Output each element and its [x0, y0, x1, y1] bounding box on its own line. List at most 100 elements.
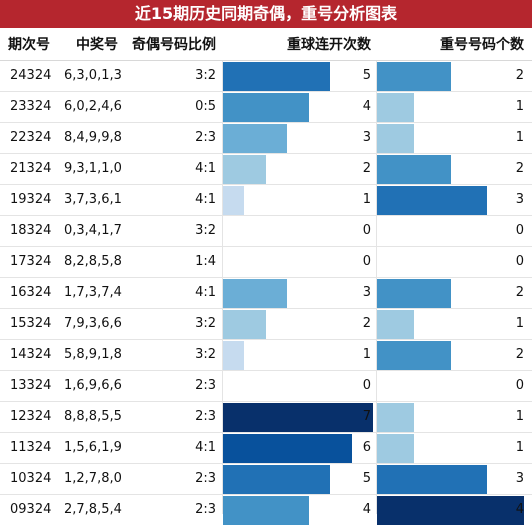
consecutive-value: 4	[362, 99, 371, 114]
period-cell: 16324	[10, 285, 52, 300]
repeat-bar	[377, 434, 414, 463]
column-divider	[222, 61, 223, 514]
repeat-value: 3	[515, 471, 524, 486]
consecutive-bar	[223, 93, 309, 122]
consecutive-bar	[223, 310, 266, 339]
odd-even-ratio-cell: 1:4	[195, 254, 216, 269]
winning-numbers-cell: 9,3,1,1,0	[64, 161, 122, 176]
period-cell: 23324	[10, 99, 52, 114]
repeat-value: 4	[515, 502, 524, 517]
repeat-bar	[377, 186, 487, 215]
table-row: 14324 5,8,9,1,8 3:2 1 2	[0, 340, 532, 371]
header-repeat: 重号号码个数	[440, 37, 524, 53]
repeat-bar	[377, 403, 414, 432]
repeat-bar	[377, 310, 414, 339]
winning-numbers-cell: 3,7,3,6,1	[64, 192, 122, 207]
period-cell: 09324	[10, 502, 52, 517]
consecutive-value: 1	[362, 347, 371, 362]
consecutive-value: 3	[362, 285, 371, 300]
winning-numbers-cell: 0,3,4,1,7	[64, 223, 122, 238]
table-row: 22324 8,4,9,9,8 2:3 3 1	[0, 123, 532, 154]
consecutive-value: 5	[362, 68, 371, 83]
consecutive-bar	[223, 279, 287, 308]
repeat-value: 1	[515, 130, 524, 145]
period-cell: 15324	[10, 316, 52, 331]
period-cell: 17324	[10, 254, 52, 269]
odd-even-ratio-cell: 4:1	[195, 161, 216, 176]
table-row: 16324 1,7,3,7,4 4:1 3 2	[0, 278, 532, 309]
winning-numbers-cell: 2,7,8,5,4	[64, 502, 122, 517]
repeat-value: 1	[515, 316, 524, 331]
repeat-bar	[377, 341, 451, 370]
period-cell: 12324	[10, 409, 52, 424]
table-row: 21324 9,3,1,1,0 4:1 2 2	[0, 154, 532, 185]
repeat-bar	[377, 124, 414, 153]
winning-numbers-cell: 1,7,3,7,4	[64, 285, 122, 300]
consecutive-value: 1	[362, 192, 371, 207]
header-numbers: 中奖号	[76, 37, 118, 53]
header-ratio: 奇偶号码比例	[132, 37, 216, 53]
consecutive-bar	[223, 186, 244, 215]
header-period: 期次号	[8, 37, 50, 53]
period-cell: 11324	[10, 440, 52, 455]
table-row: 15324 7,9,3,6,6 3:2 2 1	[0, 309, 532, 340]
consecutive-bar	[223, 496, 309, 525]
table-header: 期次号 中奖号 奇偶号码比例 重球连开次数 重号号码个数	[0, 28, 532, 61]
table-row: 24324 6,3,0,1,3 3:2 5 2	[0, 61, 532, 92]
column-divider	[376, 61, 377, 514]
odd-even-ratio-cell: 3:2	[195, 316, 216, 331]
consecutive-value: 3	[362, 130, 371, 145]
table-row: 12324 8,8,8,5,5 2:3 7 1	[0, 402, 532, 433]
period-cell: 22324	[10, 130, 52, 145]
consecutive-value: 6	[362, 440, 371, 455]
period-cell: 13324	[10, 378, 52, 393]
table-row: 23324 6,0,2,4,6 0:5 4 1	[0, 92, 532, 123]
winning-numbers-cell: 1,6,9,6,6	[64, 378, 122, 393]
odd-even-ratio-cell: 0:5	[195, 99, 216, 114]
repeat-bar	[377, 62, 451, 91]
period-cell: 14324	[10, 347, 52, 362]
consecutive-value: 2	[362, 316, 371, 331]
odd-even-ratio-cell: 3:2	[195, 347, 216, 362]
repeat-value: 2	[515, 68, 524, 83]
period-cell: 19324	[10, 192, 52, 207]
repeat-value: 1	[515, 409, 524, 424]
winning-numbers-cell: 8,2,8,5,8	[64, 254, 122, 269]
winning-numbers-cell: 5,8,9,1,8	[64, 347, 122, 362]
consecutive-value: 4	[362, 502, 371, 517]
repeat-value: 3	[515, 192, 524, 207]
consecutive-bar	[223, 403, 373, 432]
odd-even-ratio-cell: 2:3	[195, 471, 216, 486]
period-cell: 10324	[10, 471, 52, 486]
repeat-value: 2	[515, 161, 524, 176]
consecutive-value: 0	[362, 378, 371, 393]
repeat-value: 1	[515, 99, 524, 114]
winning-numbers-cell: 6,3,0,1,3	[64, 68, 122, 83]
table-row: 18324 0,3,4,1,7 3:2 0 0	[0, 216, 532, 247]
table-row: 09324 2,7,8,5,4 2:3 4 4	[0, 495, 532, 525]
winning-numbers-cell: 1,5,6,1,9	[64, 440, 122, 455]
repeat-value: 0	[515, 254, 524, 269]
consecutive-bar	[223, 124, 287, 153]
repeat-value: 0	[515, 223, 524, 238]
repeat-bar	[377, 155, 451, 184]
repeat-value: 2	[515, 347, 524, 362]
repeat-value: 0	[515, 378, 524, 393]
consecutive-bar	[223, 62, 330, 91]
odd-even-ratio-cell: 3:2	[195, 223, 216, 238]
winning-numbers-cell: 7,9,3,6,6	[64, 316, 122, 331]
consecutive-bar	[223, 341, 244, 370]
odd-even-ratio-cell: 4:1	[195, 440, 216, 455]
repeat-bar	[377, 279, 451, 308]
header-consecutive: 重球连开次数	[287, 37, 371, 53]
odd-even-ratio-cell: 2:3	[195, 378, 216, 393]
odd-even-ratio-cell: 4:1	[195, 192, 216, 207]
consecutive-bar	[223, 434, 352, 463]
table-row: 17324 8,2,8,5,8 1:4 0 0	[0, 247, 532, 278]
consecutive-value: 0	[362, 223, 371, 238]
winning-numbers-cell: 8,8,8,5,5	[64, 409, 122, 424]
odd-even-ratio-cell: 2:3	[195, 502, 216, 517]
repeat-value: 2	[515, 285, 524, 300]
winning-numbers-cell: 1,2,7,8,0	[64, 471, 122, 486]
